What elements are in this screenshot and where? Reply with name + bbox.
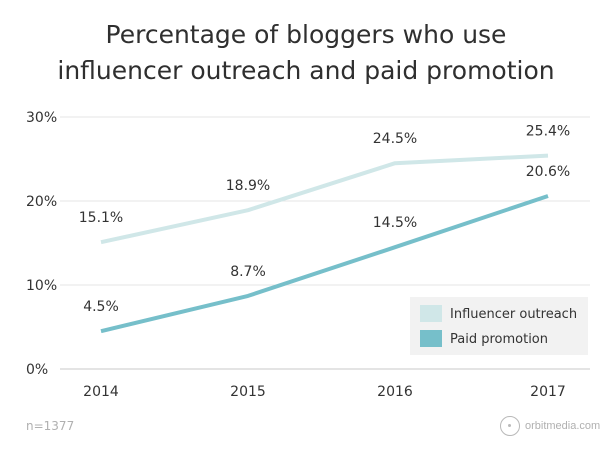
data-label-paid-promotion-2016: 14.5% [373, 215, 417, 231]
orbit-circle-icon [500, 416, 520, 436]
legend-swatch-paid-promotion [420, 330, 442, 347]
chart-title-line-1: Percentage of bloggers who use [105, 20, 507, 49]
data-label-influencer-outreach-2016: 24.5% [373, 131, 417, 147]
x-tick-label-2017: 2017 [530, 384, 566, 400]
data-label-paid-promotion-2014: 4.5% [83, 299, 119, 315]
sample-size-note: n=1377 [26, 419, 75, 433]
x-tick-label-2014: 2014 [83, 384, 119, 400]
legend-label-paid-promotion: Paid promotion [450, 332, 548, 347]
y-tick-label: 0% [26, 362, 48, 378]
x-tick-label-2016: 2016 [377, 384, 413, 400]
data-label-influencer-outreach-2015: 18.9% [226, 178, 270, 194]
data-label-influencer-outreach-2017: 25.4% [526, 124, 570, 140]
series-line-paid-promotion [100, 194, 549, 334]
y-tick-label: 10% [26, 278, 57, 294]
chart-title-line-2: influencer outreach and paid promotion [57, 56, 555, 85]
legend-label-influencer-outreach: Influencer outreach [450, 307, 577, 322]
brand-logo: orbitmedia.com [500, 414, 600, 438]
data-label-influencer-outreach-2014: 15.1% [79, 210, 123, 226]
data-label-paid-promotion-2015: 8.7% [230, 264, 266, 280]
y-tick-label: 30% [26, 110, 57, 126]
x-tick-label-2015: 2015 [230, 384, 266, 400]
y-tick-label: 20% [26, 194, 57, 210]
brand-name: orbitmedia.com [525, 420, 601, 432]
legend-swatch-influencer-outreach [420, 305, 442, 322]
data-label-paid-promotion-2017: 20.6% [526, 164, 570, 180]
series-line-influencer-outreach [100, 153, 549, 245]
